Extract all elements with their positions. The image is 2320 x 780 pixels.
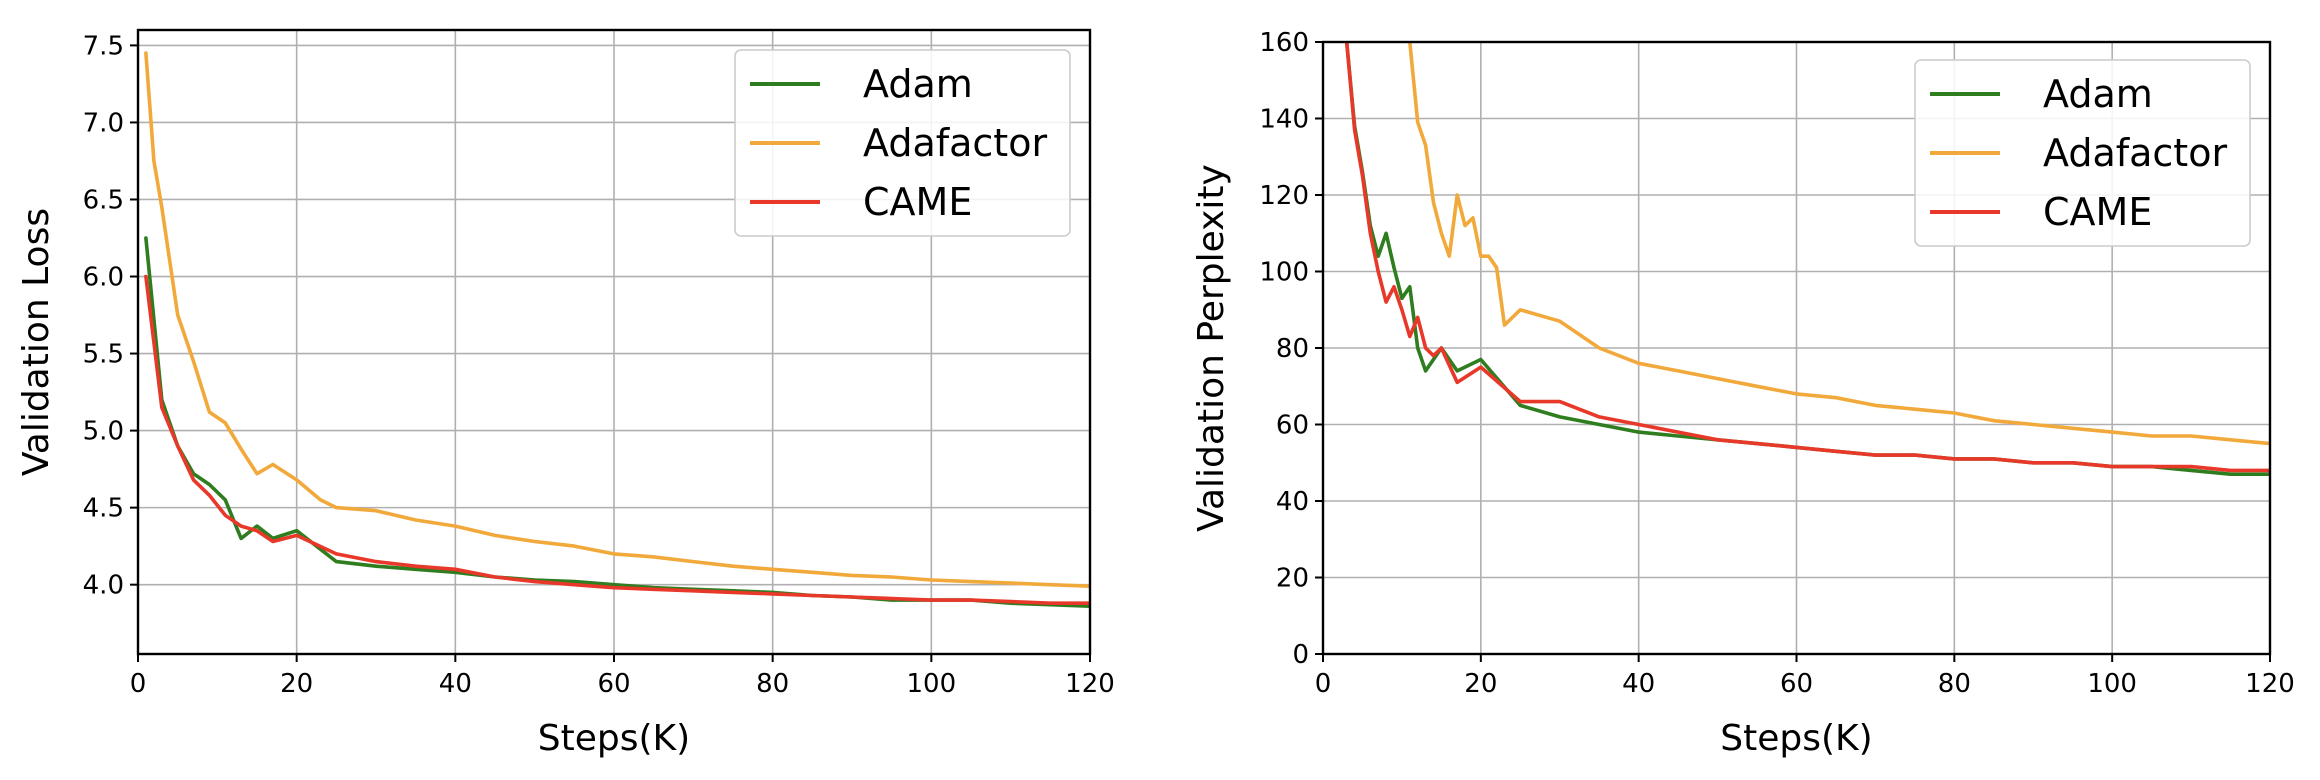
y-tick-label: 100 [1259,258,1309,288]
x-tick-label: 120 [1065,669,1115,699]
y-tick-label: 40 [1276,487,1309,517]
chart-panel-2: 0 20 40 60 80 100 120 0 20 40 60 80 100 120 140 160 Step… [1191,28,2295,759]
x-tick-label: 0 [1315,669,1332,699]
y-tick-label: 160 [1259,28,1309,58]
x-tick-label: 60 [597,669,630,699]
legend-label-adafactor: Adafactor [2043,131,2227,175]
x-tick-label: 100 [907,669,957,699]
legend: Adam Adafactor CAME [734,49,1071,237]
legend-label-adam: Adam [863,62,973,106]
series-line-came [144,274,1090,606]
legend-label-came: CAME [2043,190,2152,234]
legend-box [1914,59,2251,247]
y-axis-title: Validation Loss [16,208,57,476]
x-tick-label: 0 [130,669,147,699]
y-tick-label: 5.5 [83,340,124,370]
legend-label-adam: Adam [2043,72,2153,116]
x-tick-label: 20 [1464,669,1497,699]
y-tick-label: 4.0 [83,571,124,601]
series-line-adam [144,236,1090,609]
legend-label-came: CAME [863,180,972,224]
y-tick-label: 5.0 [83,417,124,447]
y-tick-label: 140 [1259,105,1309,135]
x-tick-label: 40 [1622,669,1655,699]
legend: Adam Adafactor CAME [1914,59,2251,247]
x-tick-label: 80 [756,669,789,699]
y-tick-label: 120 [1259,181,1309,211]
y-tick-label: 80 [1276,334,1309,364]
y-axis-title: Validation Perplexity [1191,164,1232,532]
y-tick-label: 7.5 [83,31,124,61]
x-axis-title: Steps(K) [1720,718,1872,759]
y-tick-label: 60 [1276,411,1309,441]
x-tick-label: 60 [1780,669,1813,699]
series-line-adafactor [144,51,1090,589]
legend-label-adafactor: Adafactor [863,121,1047,165]
y-tick-label: 7.0 [83,108,124,138]
y-tick-label: 20 [1276,564,1309,594]
legend-box [734,49,1071,237]
series-line-came [1344,42,2270,473]
series-line-adafactor [1408,42,2270,446]
x-axis-title: Steps(K) [538,718,690,759]
y-tick-label: 0 [1292,640,1309,670]
x-tick-label: 40 [439,669,472,699]
x-tick-label: 80 [1938,669,1971,699]
x-tick-label: 100 [2087,669,2137,699]
x-tick-label: 20 [280,669,313,699]
y-tick-label: 6.0 [83,263,124,293]
y-tick-label: 4.5 [83,494,124,524]
y-tick-label: 6.5 [83,185,124,215]
chart-panel-1: 0 20 40 60 80 100 120 4.0 4.5 5.0 5.5 6.0 6.5 7.0 7.5 S… [16,28,1115,759]
x-tick-label: 120 [2245,669,2295,699]
